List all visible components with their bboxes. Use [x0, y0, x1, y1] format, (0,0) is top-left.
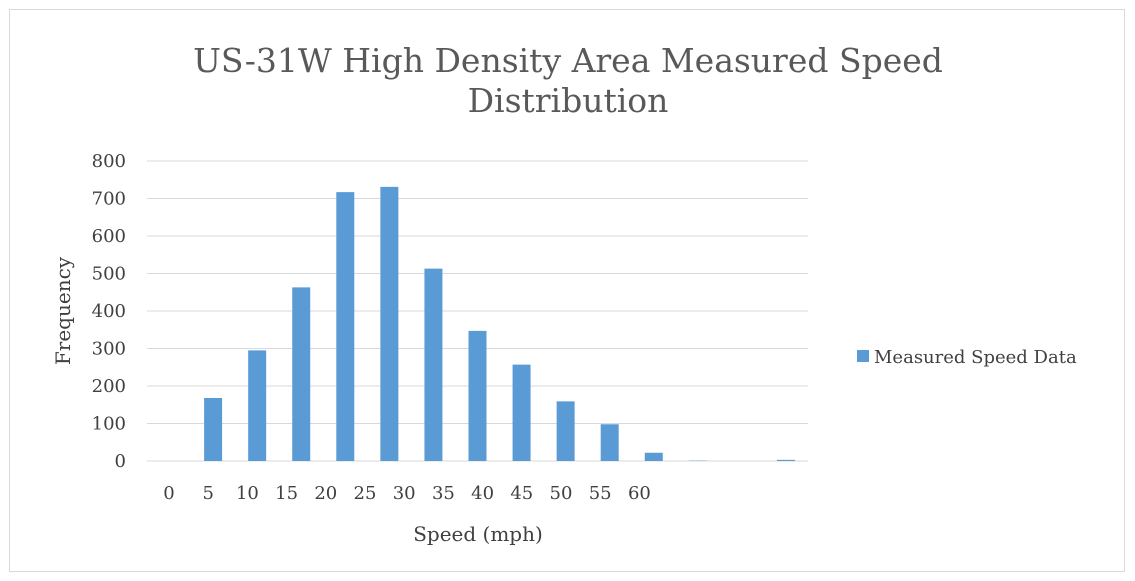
y-tick-label: 400	[92, 301, 126, 322]
chart-title-line-1: US-31W High Density Area Measured Speed	[193, 41, 943, 80]
legend: Measured Speed Data	[857, 347, 1077, 368]
y-axis-label: Frequency	[51, 256, 75, 365]
x-tick-label: 55	[589, 483, 612, 504]
bar	[600, 424, 619, 461]
y-tick-label: 500	[92, 264, 126, 285]
y-tick-label: 300	[92, 339, 126, 360]
legend-swatch	[857, 350, 869, 362]
bar	[380, 186, 399, 461]
y-axis-ticks: 0 100 200 300 400 500 600 700 800	[92, 151, 126, 472]
bar	[204, 398, 223, 461]
y-tick-label: 800	[92, 151, 126, 172]
x-axis-ticks: 0 5 10 15 20 25 30 35 40 45 50 55 60	[163, 483, 651, 504]
y-tick-label: 0	[115, 451, 126, 472]
x-tick-label: 5	[202, 483, 213, 504]
legend-label: Measured Speed Data	[874, 347, 1077, 368]
x-tick-label: 30	[393, 483, 416, 504]
x-tick-label: 0	[163, 483, 174, 504]
chart-frame	[9, 9, 1125, 572]
x-tick-label: 45	[510, 483, 533, 504]
bar	[556, 401, 575, 461]
bar	[512, 364, 531, 461]
y-tick-label: 600	[92, 226, 126, 247]
y-tick-label: 200	[92, 376, 126, 397]
x-tick-label: 20	[314, 483, 337, 504]
bar	[336, 192, 355, 461]
bar	[248, 350, 267, 461]
x-tick-label: 25	[354, 483, 377, 504]
bar	[292, 287, 311, 461]
x-tick-label: 10	[236, 483, 259, 504]
bar	[644, 452, 663, 461]
y-tick-label: 700	[92, 189, 126, 210]
bar	[468, 330, 487, 461]
x-tick-label: 35	[432, 483, 455, 504]
x-tick-label: 50	[550, 483, 573, 504]
y-tick-label: 100	[92, 414, 126, 435]
x-axis-label: Speed (mph)	[413, 522, 543, 546]
x-tick-label: 40	[471, 483, 494, 504]
bar	[776, 459, 795, 461]
chart-title-line-2: Distribution	[468, 81, 669, 120]
bars	[204, 186, 795, 461]
x-tick-label: 60	[628, 483, 651, 504]
bar	[424, 268, 443, 461]
x-tick-label: 15	[275, 483, 298, 504]
